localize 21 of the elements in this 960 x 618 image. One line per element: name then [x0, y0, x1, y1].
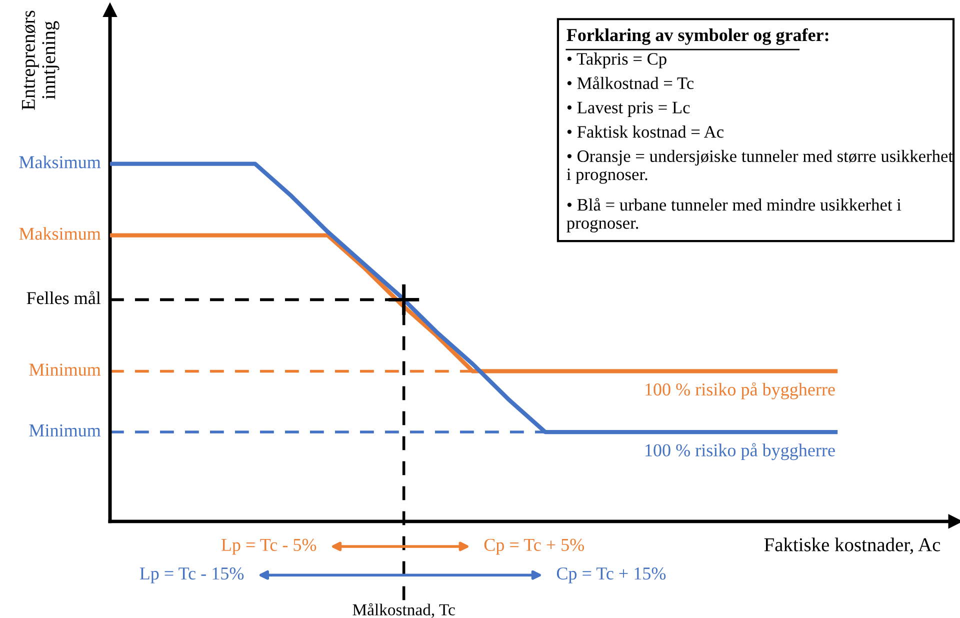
text: Cp = Tc + 5%: [484, 538, 584, 555]
ref-line-label: Minimum: [29, 364, 101, 376]
text: Lp = Tc - 5%: [221, 538, 316, 555]
text: • Lavest pris = Lc: [567, 102, 690, 117]
ref-line-label: Felles mål: [26, 290, 101, 304]
series-label: 100 % risiko på byggherre: [646, 382, 835, 400]
text: Lp = Tc - 15%: [140, 567, 244, 584]
series-label: 100 % risiko på byggherre: [646, 443, 835, 460]
text: • Målkostnad = Tc: [567, 76, 694, 90]
text: Forklaring av symboler og grafer:: [566, 28, 828, 45]
annotation: Maksimum: [19, 156, 101, 168]
x-axis-title: Faktiske kostnader, Ac: [764, 538, 940, 554]
annotation: Maksimum: [19, 227, 101, 240]
text: • Takpris = Cp: [567, 52, 666, 68]
annotation: • Blå = urbane tunneler med mindre usikkerhet i prognoser.: [566, 198, 902, 232]
text: • Faktisk kostnad = Ac: [567, 126, 724, 138]
y-axis-title: Entreprenørs inntjening: [22, 10, 60, 110]
annotation: • Oransje = undersjøiske tunneler med større usikkerhet i prognoser.: [566, 150, 953, 184]
ref-line-label: Minimum: [29, 424, 101, 437]
text: Cp = Tc + 15%: [556, 567, 666, 584]
text: Målkostnad, Tc: [352, 603, 455, 618]
